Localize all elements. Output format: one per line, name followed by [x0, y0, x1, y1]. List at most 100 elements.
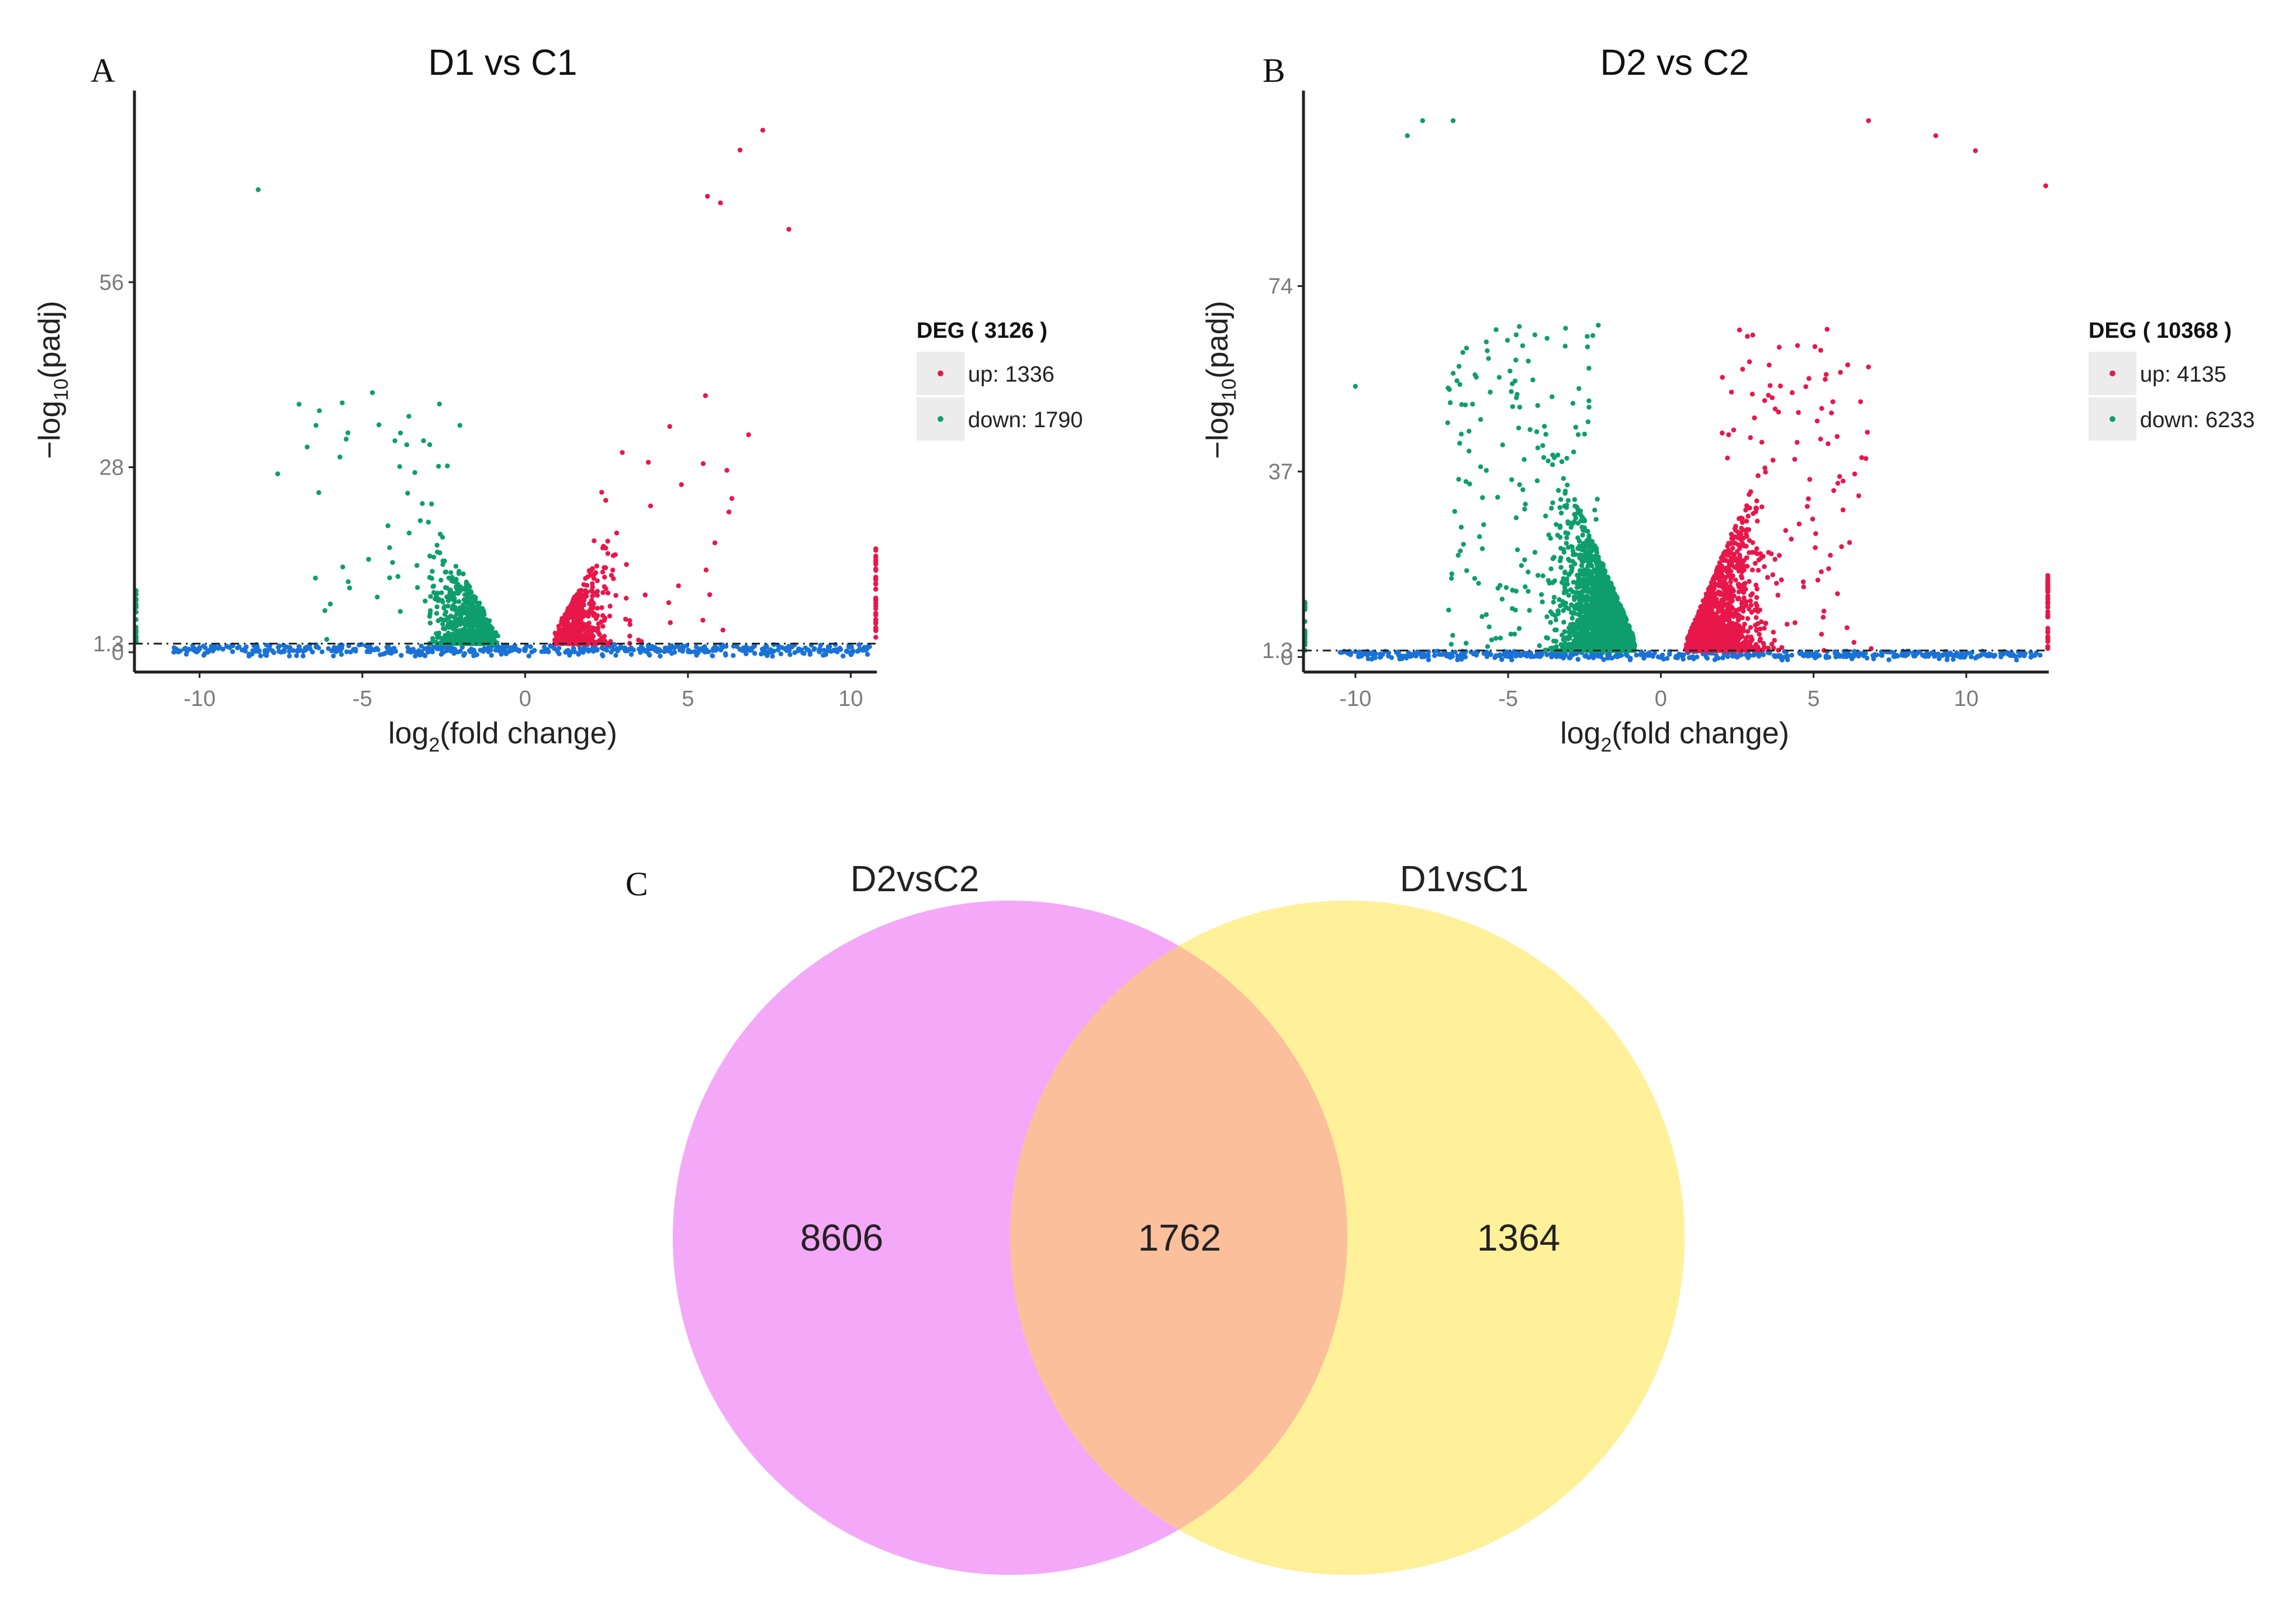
point-down [1565, 482, 1570, 488]
point-down [1513, 332, 1519, 338]
point-down [482, 612, 487, 617]
point-down [460, 611, 465, 616]
point-down [435, 598, 441, 604]
point-up [610, 567, 616, 573]
point-down [1484, 339, 1489, 345]
point-ns [1960, 654, 1966, 659]
point-down [1585, 538, 1590, 543]
point-down [1580, 614, 1585, 620]
point-down [1526, 588, 1531, 594]
point-ns [837, 646, 842, 651]
point-ns [576, 652, 581, 657]
point-down [1463, 479, 1469, 484]
point-down [472, 640, 477, 646]
point-down [427, 611, 433, 617]
point-down [1548, 609, 1553, 615]
point-down [471, 594, 477, 599]
point-up [627, 618, 632, 624]
point-ns [841, 653, 846, 659]
y-tick-label: 1.3 [93, 632, 124, 656]
point-ns [548, 643, 553, 649]
point-down [1583, 598, 1589, 604]
point-down [412, 470, 417, 475]
point-down [1592, 507, 1597, 513]
point-down [1582, 431, 1588, 437]
point-up [581, 582, 586, 587]
plot-area-a [133, 127, 879, 659]
point-down [1580, 532, 1585, 538]
point-down [1550, 462, 1555, 468]
point-ns [171, 649, 177, 655]
point-up [873, 548, 879, 553]
point-down [347, 585, 352, 591]
point-down [1548, 505, 1554, 511]
point-ns [778, 651, 784, 657]
point-up [700, 461, 706, 466]
point-down [1457, 382, 1462, 387]
point-down [1455, 553, 1461, 558]
point-down [1543, 513, 1548, 519]
point-up [624, 595, 629, 601]
point-down [322, 608, 328, 614]
point-up [746, 432, 751, 438]
point-down [469, 624, 474, 630]
point-ns [1951, 657, 1956, 662]
point-down [1566, 572, 1572, 577]
point-ns [586, 649, 591, 654]
point-down [1551, 600, 1556, 605]
y-tick-label: 28 [99, 455, 124, 480]
point-down [1571, 449, 1576, 455]
point-down [1526, 358, 1531, 364]
point-down [1523, 501, 1528, 507]
point-down [1582, 525, 1588, 531]
point-down [1544, 635, 1549, 640]
point-down [442, 612, 448, 617]
point-down [1564, 456, 1569, 461]
point-down [465, 592, 471, 598]
point-ns [1609, 656, 1614, 661]
point-down [1486, 624, 1492, 629]
point-down [1484, 468, 1489, 473]
point-ns [764, 645, 769, 650]
point-down [1495, 586, 1500, 591]
point-down [1578, 624, 1583, 629]
point-down [475, 635, 480, 640]
point-down [1461, 542, 1466, 547]
point-ns [203, 645, 208, 650]
point-down [1585, 419, 1591, 424]
point-up [570, 636, 576, 641]
point-down [1530, 377, 1536, 383]
point-up [586, 614, 591, 619]
point-ns [628, 645, 634, 651]
point-down [1569, 610, 1574, 615]
plot-area-b [1302, 118, 2051, 663]
point-up [873, 577, 879, 582]
point-ns [381, 652, 386, 657]
point-ns [1969, 654, 1974, 660]
point-down [475, 623, 480, 628]
point-down [1545, 458, 1551, 463]
point-ns [1826, 655, 1831, 660]
point-down [461, 571, 466, 577]
point-up [614, 530, 620, 536]
point-down [1579, 563, 1585, 568]
point-ns [1462, 655, 1468, 660]
point-up [585, 574, 590, 580]
point-down [1448, 642, 1454, 647]
point-ns [326, 646, 331, 652]
point-ns [1977, 653, 1982, 659]
point-ns [1447, 652, 1453, 657]
point-up [590, 566, 595, 572]
point-down [434, 611, 440, 616]
point-ns [555, 649, 561, 655]
point-ns [253, 645, 259, 650]
point-ns [1455, 657, 1460, 663]
point-down [1585, 634, 1590, 640]
point-down [463, 584, 469, 590]
point-ns [613, 653, 618, 658]
point-down [1557, 505, 1562, 510]
point-down [1595, 497, 1600, 502]
point-ns [647, 652, 652, 658]
point-down [1480, 495, 1485, 500]
